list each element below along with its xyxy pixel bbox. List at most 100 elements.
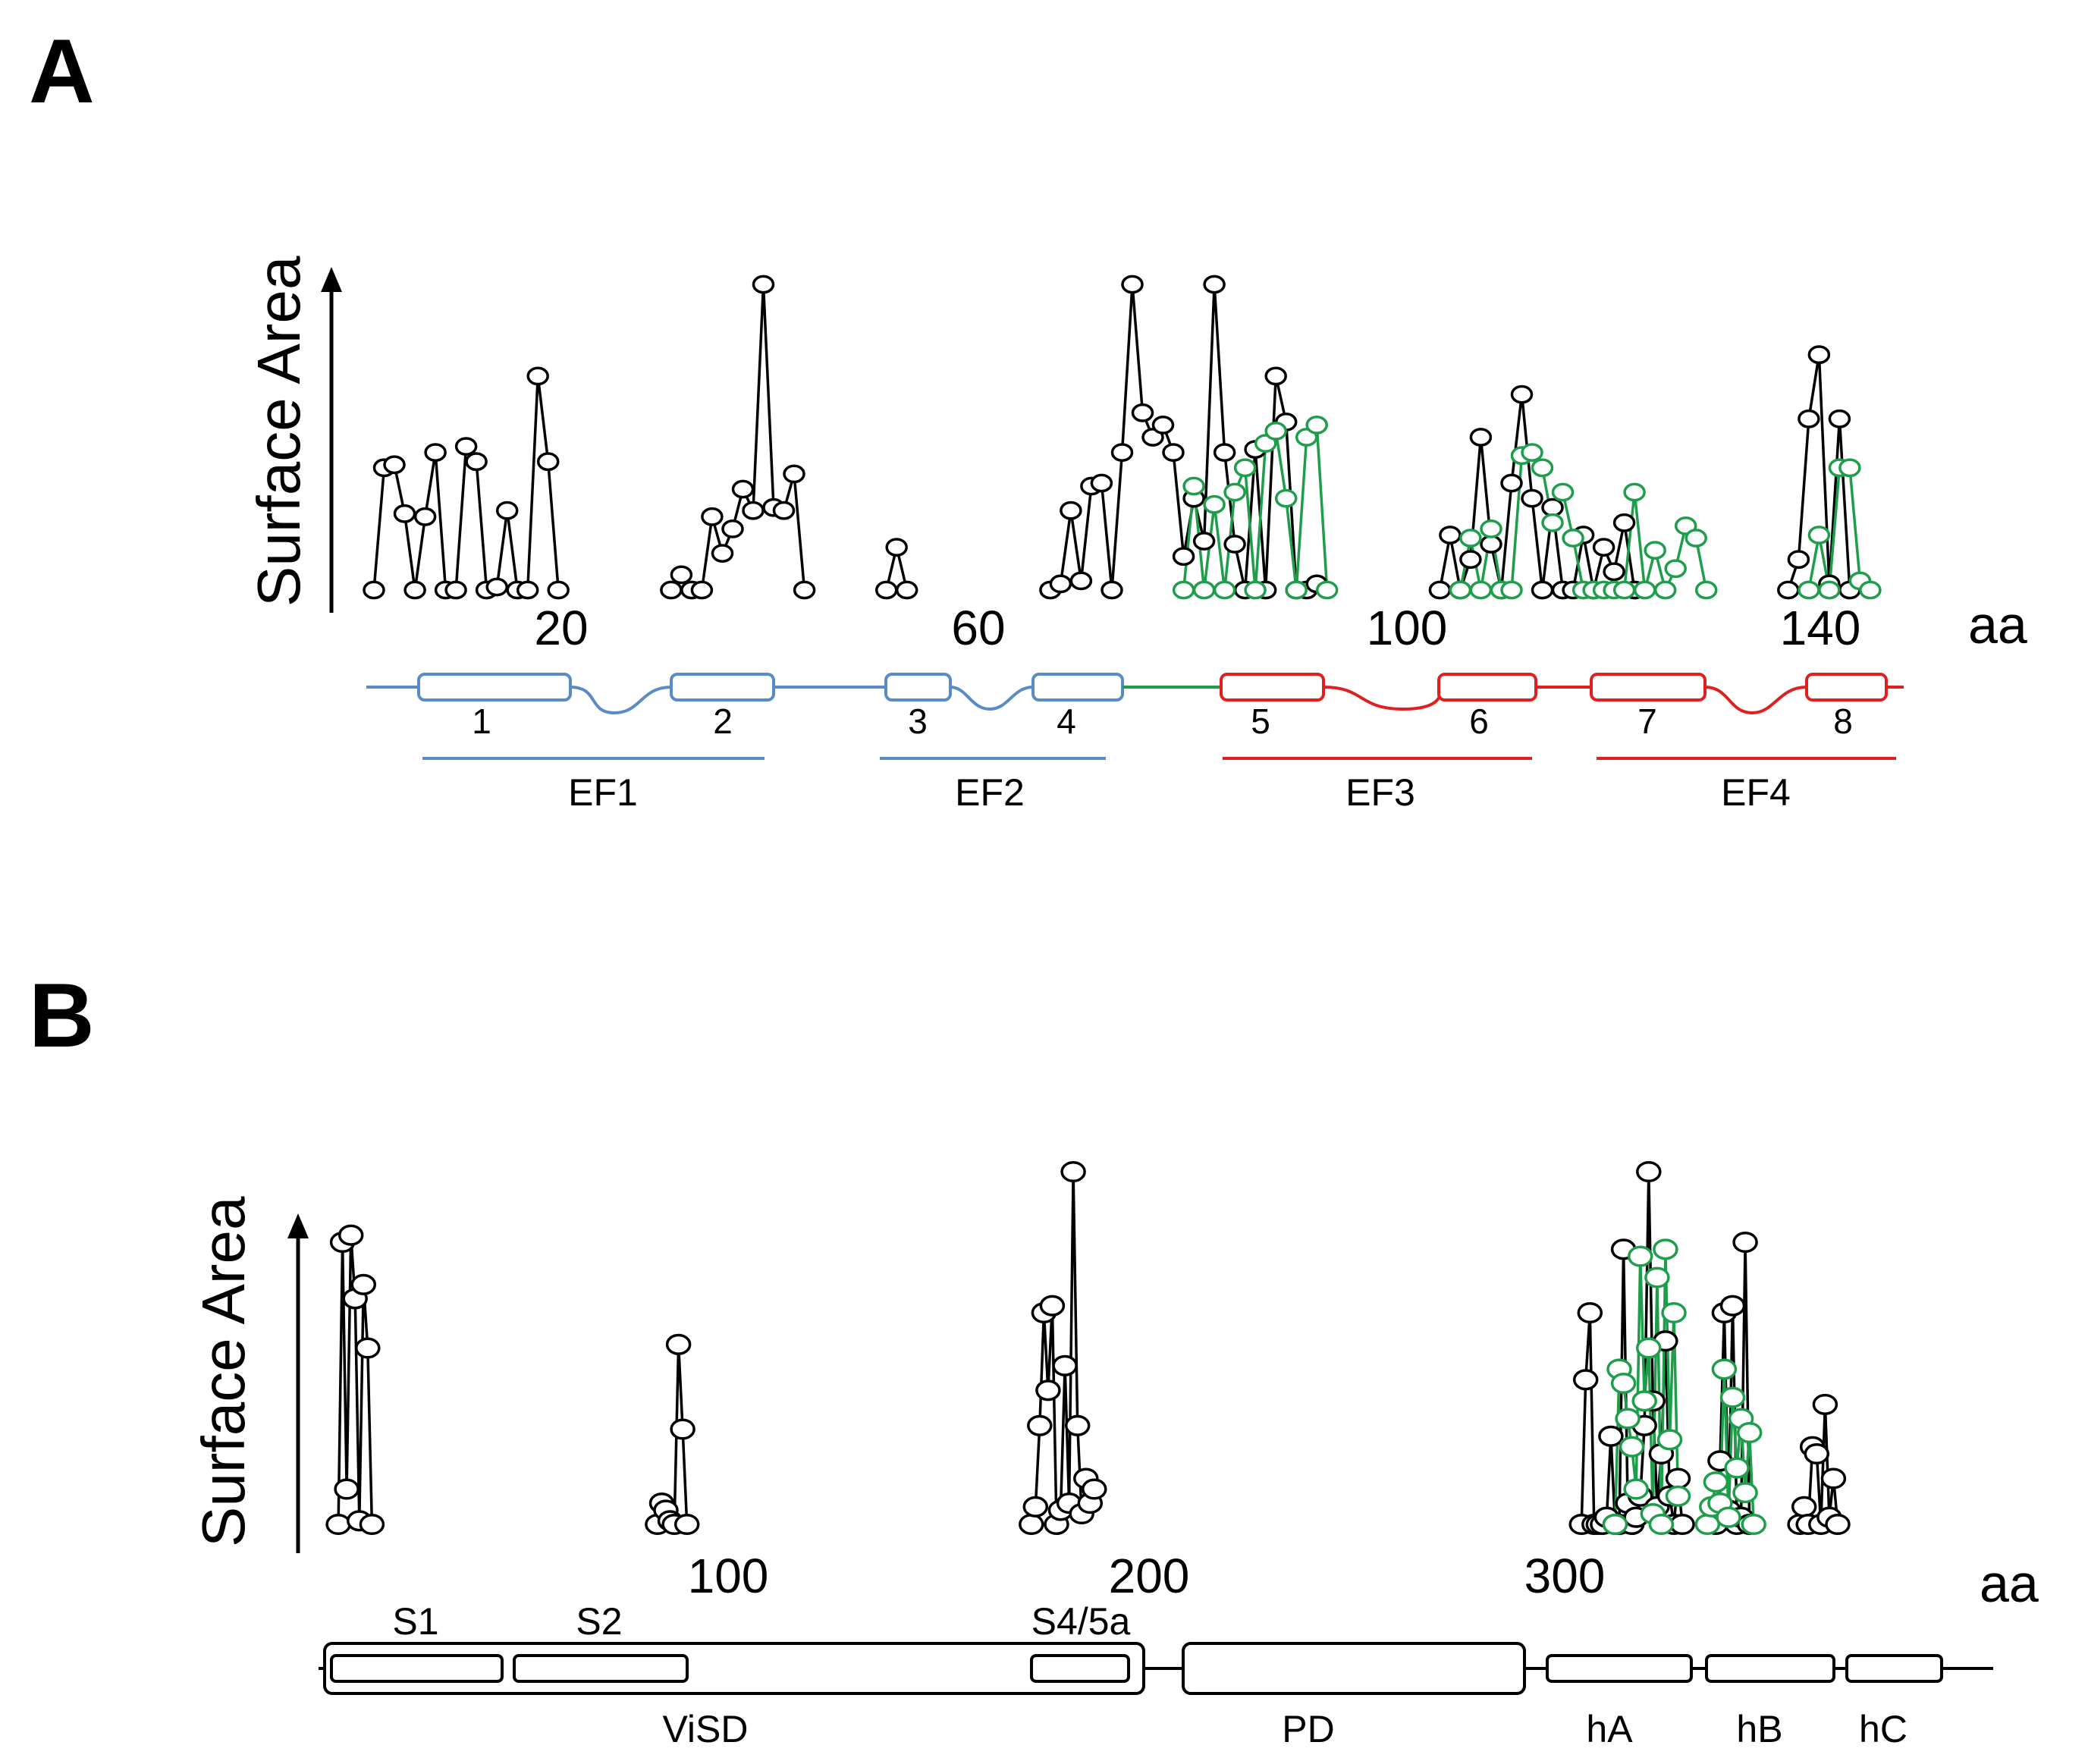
panel-a-black-point-1-8 bbox=[742, 501, 765, 520]
panel-b-black-point-3-2 bbox=[1577, 1301, 1603, 1324]
panel-b-black-point-3-23 bbox=[1665, 1467, 1691, 1489]
s1-label: S1 bbox=[392, 1600, 438, 1643]
panel-a-green-point-1-21 bbox=[1664, 559, 1687, 579]
panel-b-green-point-1-2 bbox=[1703, 1471, 1729, 1493]
helix-5 bbox=[1220, 673, 1325, 702]
panel-a-black-point-3-16 bbox=[1203, 275, 1226, 294]
panel-a-black-point-0-8 bbox=[444, 580, 467, 600]
panel-b-black-point-1-6 bbox=[670, 1418, 695, 1440]
panel-b-black-point-5-1 bbox=[1791, 1496, 1817, 1518]
panel-b-black-point-1-7 bbox=[673, 1513, 700, 1536]
panel-a-black-point-3-3 bbox=[1069, 571, 1093, 591]
panel-b-green-point-0-14 bbox=[1661, 1301, 1687, 1324]
panel-a-green-point-2-1 bbox=[1807, 526, 1831, 545]
panel-b-black-point-0-2 bbox=[334, 1478, 360, 1500]
panel-b-black-point-0-6 bbox=[350, 1273, 377, 1295]
panel-b-green-point-0-13 bbox=[1656, 1429, 1683, 1451]
panel-a-black-point-3-22 bbox=[1264, 366, 1287, 386]
panel-b-green-point-0-11 bbox=[1648, 1513, 1675, 1536]
ha-label: hA bbox=[1586, 1708, 1633, 1750]
helix-label-4: 4 bbox=[1057, 702, 1076, 741]
panel-a-green-point-0-6 bbox=[1233, 458, 1257, 478]
panel-a-black-point-4-3 bbox=[1459, 550, 1482, 570]
panel-a-black-point-0-16 bbox=[526, 366, 549, 386]
panel-b-green-point-0-7 bbox=[1631, 1390, 1657, 1412]
panel-a-green-point-1-11 bbox=[1562, 529, 1584, 548]
panel-a-green-point-1-18 bbox=[1633, 580, 1656, 600]
panel-b-letter: B bbox=[29, 965, 95, 1066]
panel-b-green-point-0-4 bbox=[1619, 1436, 1645, 1458]
panel-b-black-point-3-16 bbox=[1636, 1160, 1662, 1183]
panel-a-black-point-3-7 bbox=[1110, 443, 1134, 463]
panel-a-black-point-4-18 bbox=[1612, 513, 1636, 532]
panel-a-green-point-0-9 bbox=[1264, 421, 1287, 441]
panel-a-black-point-0-17 bbox=[536, 452, 560, 472]
panel-a-black-point-0-10 bbox=[465, 452, 488, 472]
panel-b-black-point-2-11 bbox=[1064, 1414, 1091, 1436]
panel-b-black-point-2-5 bbox=[1039, 1295, 1066, 1317]
panel-a-green-point-1-2 bbox=[1469, 580, 1493, 600]
loop-ef4 bbox=[1704, 686, 1807, 715]
panel-b-black-point-2-0 bbox=[1019, 1513, 1044, 1536]
panel-b-topology bbox=[319, 1642, 1993, 1695]
panel-a-green-point-0-11 bbox=[1285, 580, 1308, 600]
ef2-label: EF2 bbox=[955, 771, 1025, 814]
ha-box bbox=[1546, 1654, 1693, 1683]
panel-a-green-point-0-7 bbox=[1244, 580, 1267, 600]
loop-ef2 bbox=[950, 686, 1034, 711]
panel-b-green-point-1-4 bbox=[1711, 1358, 1738, 1380]
panel-a-green-point-1-23 bbox=[1685, 529, 1707, 548]
panel-b-green-point-0-10 bbox=[1644, 1267, 1670, 1288]
s45a-label: S4/5a bbox=[1031, 1600, 1131, 1643]
panel-a-black-point-1-9 bbox=[752, 275, 775, 294]
panel-a-black-point-5-1 bbox=[1787, 550, 1810, 570]
panel-a-black-point-0-6 bbox=[424, 443, 447, 463]
panel-b-tick-300: 300 bbox=[1524, 1549, 1606, 1603]
panel-b-black-point-3-24 bbox=[1669, 1513, 1695, 1536]
helix-label-1: 1 bbox=[472, 702, 491, 741]
visd-label: ViSD bbox=[662, 1708, 748, 1750]
panel-b-tick-100: 100 bbox=[688, 1549, 769, 1603]
helix-8 bbox=[1805, 673, 1888, 702]
helix-2 bbox=[670, 673, 775, 702]
panel-b: B Surface Area 100 200 300 aa S1 S2 S4/ bbox=[29, 965, 2039, 1750]
panel-a-tick-100: 100 bbox=[1367, 601, 1448, 655]
helix-label-5: 5 bbox=[1251, 702, 1270, 741]
panel-a-green-point-1-19 bbox=[1644, 541, 1666, 560]
panel-a-green-point-2-6 bbox=[1859, 580, 1882, 600]
pd-box bbox=[1182, 1642, 1526, 1695]
panel-a-black-point-3-6 bbox=[1101, 580, 1123, 600]
panel-a-green-point-1-20 bbox=[1653, 580, 1677, 600]
panel-a-black-point-1-1 bbox=[670, 565, 693, 585]
panel-a-black-point-4-11 bbox=[1541, 497, 1564, 517]
panel-b-black-point-4-4 bbox=[1719, 1295, 1746, 1317]
panel-a-green-point-0-1 bbox=[1182, 476, 1205, 496]
panel-a-black-point-4-9 bbox=[1521, 488, 1543, 508]
panel-b-black-point-0-3 bbox=[338, 1224, 364, 1246]
panel-a-black-point-2-2 bbox=[895, 580, 918, 600]
hc-label: hC bbox=[1859, 1708, 1907, 1750]
panel-a-black-point-0-9 bbox=[454, 437, 478, 457]
panel-b-black-point-5-8 bbox=[1820, 1467, 1847, 1489]
panel-a-green-point-2-4 bbox=[1838, 458, 1861, 478]
panel-b-ylabel: Surface Area bbox=[190, 1196, 257, 1547]
panel-a-black-point-3-18 bbox=[1223, 535, 1246, 554]
panel-b-black-point-3-7 bbox=[1598, 1425, 1624, 1447]
panel-a-y-axis-arrow-icon bbox=[321, 267, 342, 292]
panel-a-black-point-4-4 bbox=[1469, 428, 1493, 447]
s2-label: S2 bbox=[576, 1600, 622, 1643]
panel-b-green-point-0-2 bbox=[1610, 1372, 1637, 1395]
panel-b-black-point-3-1 bbox=[1572, 1369, 1599, 1391]
panel-a-black-point-1-12 bbox=[783, 464, 805, 484]
panel-a-black-point-0-13 bbox=[495, 501, 519, 520]
panel-a-black-point-0-5 bbox=[413, 507, 437, 526]
panel-b-green-point-0-15 bbox=[1665, 1485, 1691, 1507]
panel-a-black-point-1-5 bbox=[711, 544, 734, 563]
panel-b-black-point-5-9 bbox=[1825, 1513, 1851, 1536]
panel-a-black-point-1-7 bbox=[731, 479, 755, 499]
panel-a-black-point-0-2 bbox=[383, 455, 406, 475]
panel-b-green-point-0-8 bbox=[1636, 1337, 1662, 1359]
panel-b-black-point-1-5 bbox=[665, 1333, 692, 1355]
panel-b-black-point-2-2 bbox=[1027, 1414, 1053, 1436]
panel-a-black-point-5-5 bbox=[1828, 409, 1851, 428]
